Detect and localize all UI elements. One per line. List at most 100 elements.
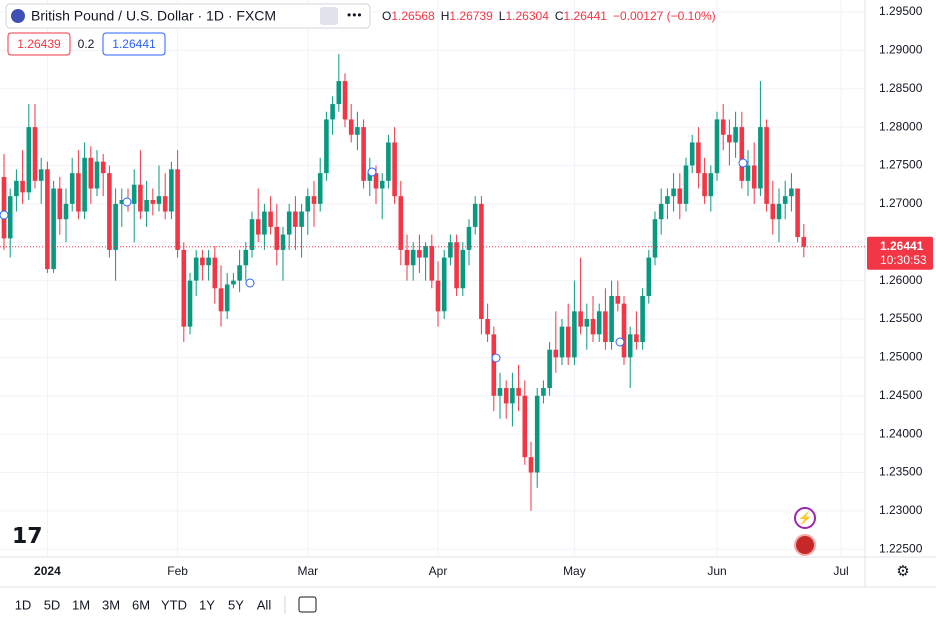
candle-body xyxy=(547,349,552,389)
candle-body xyxy=(299,211,304,227)
candle-body xyxy=(63,203,69,220)
candle-body xyxy=(51,188,56,270)
x-tick-label: Apr xyxy=(429,564,448,578)
event-marker[interactable] xyxy=(491,353,501,363)
candle-body xyxy=(262,211,267,235)
candle-body xyxy=(652,219,658,258)
last-price-label: 1.26441 xyxy=(880,239,924,253)
event-marker[interactable] xyxy=(367,167,377,177)
candle-body xyxy=(373,173,379,189)
candle-body xyxy=(727,134,732,143)
time-range-button[interactable]: 1Y xyxy=(199,597,215,612)
candle-body xyxy=(485,318,490,335)
alert-icon[interactable] xyxy=(794,507,816,529)
candle-body xyxy=(218,288,224,312)
candle-body xyxy=(417,249,422,258)
candle-body xyxy=(162,196,168,212)
calendar-icon[interactable] xyxy=(298,596,317,613)
candle-body xyxy=(565,326,571,358)
event-markers xyxy=(0,158,748,363)
candle-body xyxy=(782,196,788,204)
candle-body xyxy=(658,203,664,220)
time-range-button[interactable]: 3M xyxy=(102,597,120,612)
bid-box[interactable] xyxy=(7,32,71,56)
compare-icon[interactable] xyxy=(320,7,338,25)
candle-body xyxy=(342,81,348,120)
candle-body xyxy=(255,219,261,235)
candle-body xyxy=(100,161,106,174)
time-range-button[interactable]: YTD xyxy=(161,597,187,612)
candle-body xyxy=(45,169,50,270)
event-marker[interactable] xyxy=(738,158,748,168)
candle-body xyxy=(57,188,63,220)
candle-body xyxy=(224,284,230,312)
event-marker[interactable] xyxy=(245,278,255,288)
candle-body xyxy=(621,303,627,358)
candle-body xyxy=(243,249,249,266)
candle-body xyxy=(745,165,751,181)
candles xyxy=(1,54,807,511)
candle-body xyxy=(1,176,7,239)
candle-body xyxy=(516,388,521,396)
ohlc-label: C xyxy=(555,9,564,23)
y-tick-label: 1.25500 xyxy=(879,311,923,325)
candle-body xyxy=(386,142,391,181)
candle-body xyxy=(448,242,453,258)
time-range-button[interactable]: 5D xyxy=(44,597,61,612)
candle-body xyxy=(324,119,329,174)
x-tick-label: Feb xyxy=(167,564,188,578)
event-marker[interactable] xyxy=(122,197,132,207)
candle-body xyxy=(206,257,211,266)
candle-body xyxy=(479,203,484,319)
candle-body xyxy=(317,173,323,204)
candle-body xyxy=(280,234,286,250)
candle-body xyxy=(720,119,726,135)
candle-body xyxy=(76,173,81,212)
candle-body xyxy=(801,237,807,247)
time-range-button[interactable]: 1D xyxy=(15,597,32,612)
time-range-button[interactable]: 6M xyxy=(132,597,150,612)
candle-body xyxy=(534,395,540,473)
more-icon[interactable]: ••• xyxy=(347,8,363,22)
candle-body xyxy=(497,388,503,396)
candle-body xyxy=(169,169,174,212)
y-tick-label: 1.22500 xyxy=(879,541,923,555)
candle-body xyxy=(609,295,614,343)
time-range-button[interactable]: 1M xyxy=(72,597,90,612)
candle-body xyxy=(330,104,335,120)
y-tick-label: 1.27500 xyxy=(879,158,923,172)
bid: 1.26439 xyxy=(17,37,61,51)
candle-body xyxy=(553,349,559,358)
candle-body xyxy=(634,334,639,343)
candle-body xyxy=(640,295,645,343)
candle-body xyxy=(671,188,676,197)
event-marker[interactable] xyxy=(0,210,9,220)
candle-body xyxy=(559,326,565,358)
candle-body xyxy=(665,196,670,204)
candle-body xyxy=(603,311,608,343)
candle-body xyxy=(348,119,354,135)
candle-body xyxy=(305,196,311,212)
candle-body xyxy=(138,184,143,212)
candle-body xyxy=(82,157,87,212)
currency-icon[interactable] xyxy=(794,534,816,556)
candle-body xyxy=(107,173,112,250)
candle-body xyxy=(268,211,273,227)
time-range-button[interactable]: All xyxy=(257,597,272,612)
ask-box[interactable] xyxy=(102,32,166,56)
settings-icon[interactable]: ⚙ xyxy=(896,563,909,580)
candle-body xyxy=(200,257,205,266)
time-range-button[interactable]: 5Y xyxy=(228,597,244,612)
candle-body xyxy=(510,388,515,404)
candle-body xyxy=(696,142,701,174)
candle-body xyxy=(274,226,280,250)
event-marker[interactable] xyxy=(615,337,625,347)
symbol-button[interactable] xyxy=(5,3,371,29)
y-tick-label: 1.24000 xyxy=(879,426,923,440)
candle-body xyxy=(584,318,590,327)
countdown: 10:30:53 xyxy=(880,253,927,267)
candle-body xyxy=(187,280,193,327)
candle-body xyxy=(367,173,373,181)
candle-body xyxy=(293,211,298,227)
